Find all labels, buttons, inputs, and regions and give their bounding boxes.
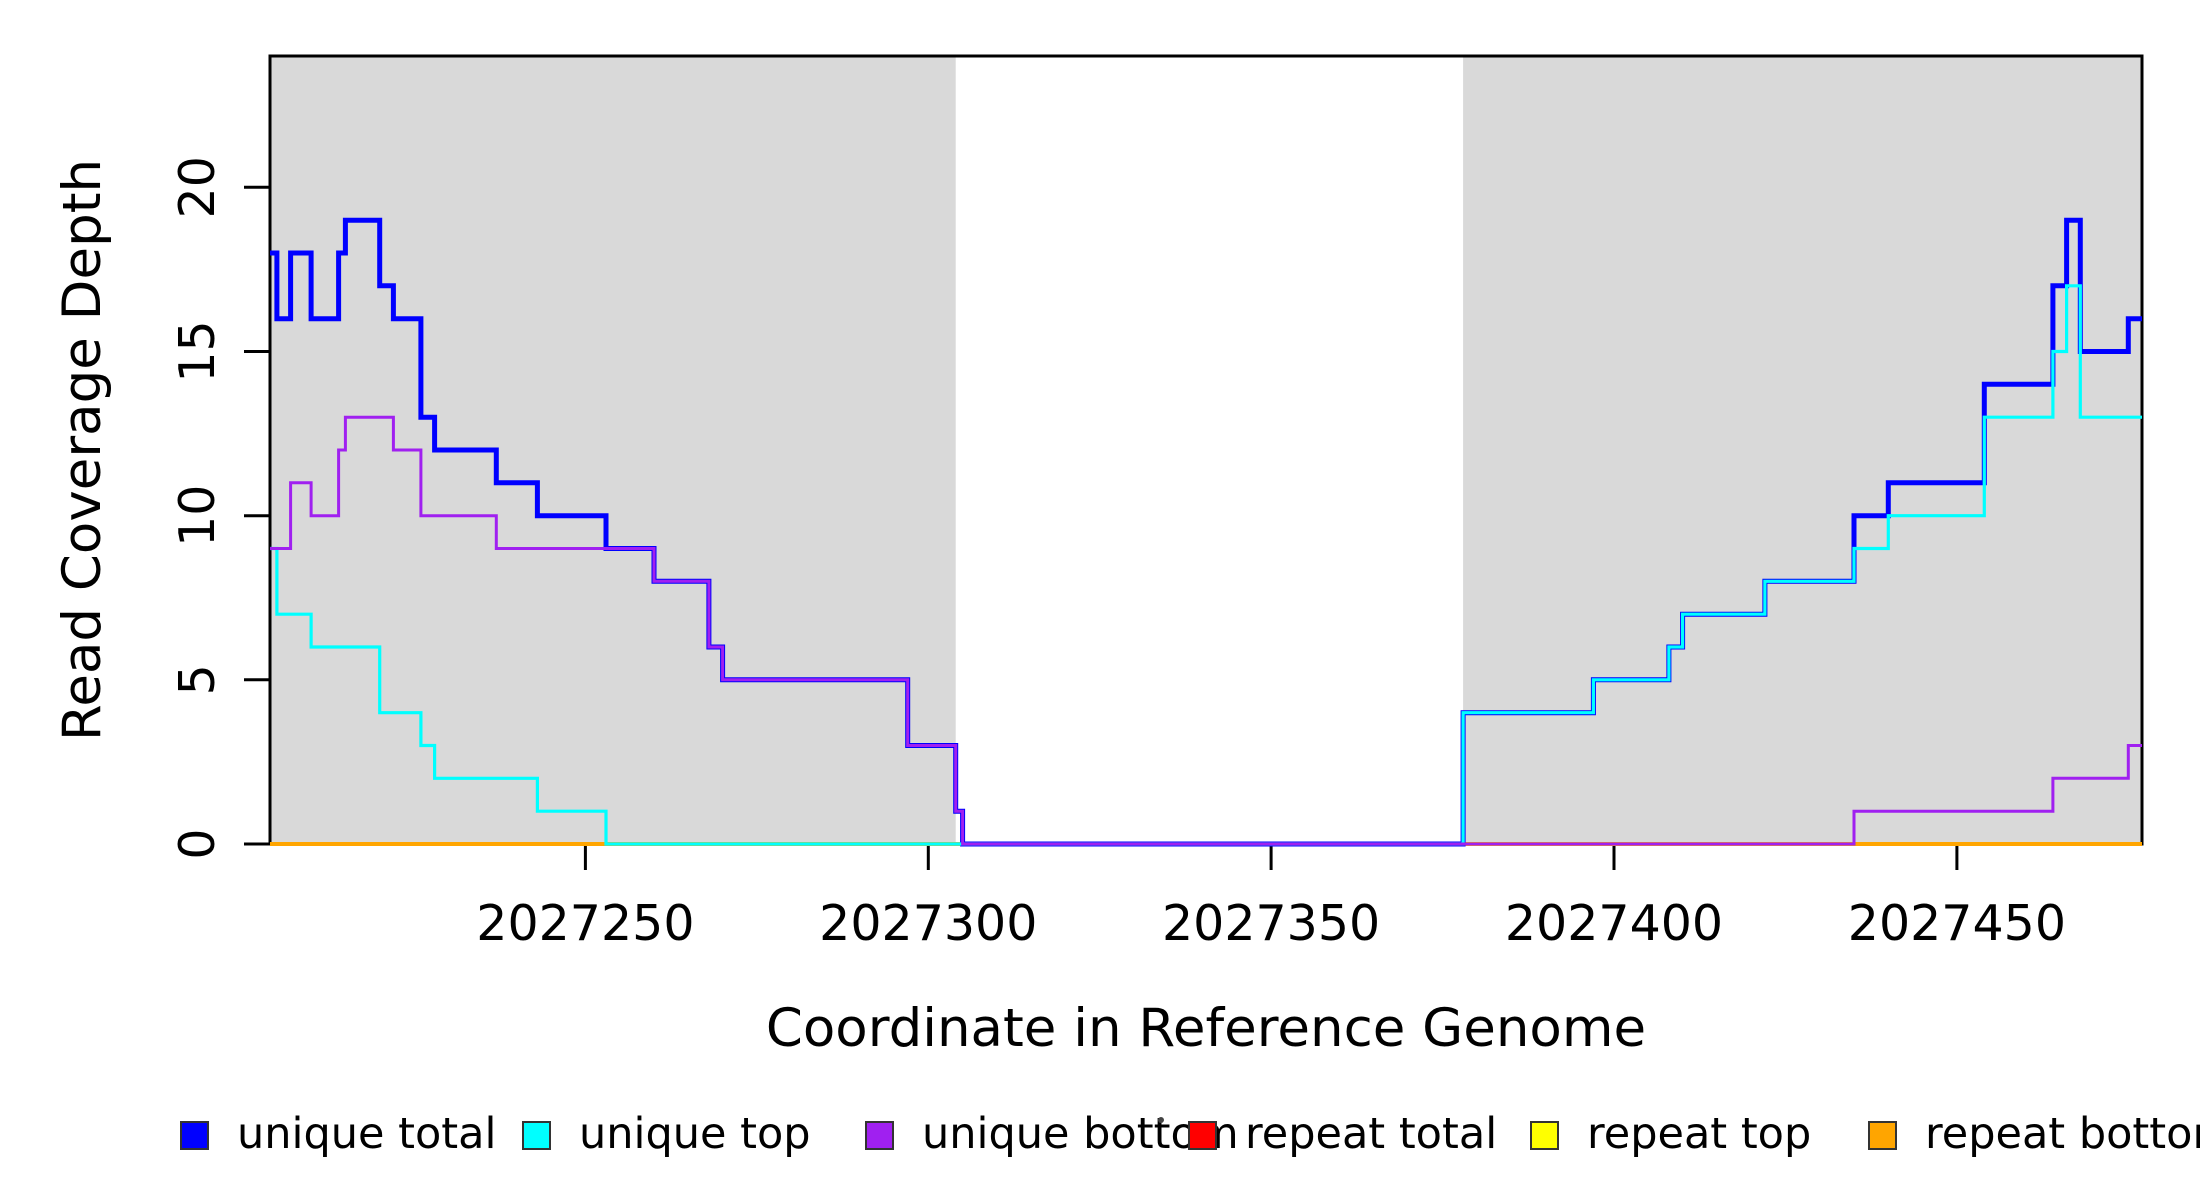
series-line-unique-top	[270, 284, 2142, 846]
legend-label-unique-top: unique top	[579, 1109, 811, 1159]
x-tick-label: 2027250	[476, 895, 694, 952]
legend-item-unique-bottom: unique bottom	[865, 1109, 1239, 1159]
shaded-regions-layer	[270, 56, 2142, 844]
y-tick-label: 5	[169, 664, 226, 695]
y-tick-label: 10	[169, 485, 226, 547]
shaded-region-left	[270, 56, 956, 844]
legend-item-repeat-total: repeat total	[1188, 1109, 1497, 1159]
legend-swatch-repeat-total	[1188, 1121, 1217, 1150]
y-tick-label: 15	[169, 320, 226, 382]
legend-swatch-repeat-top	[1530, 1121, 1559, 1150]
axes-layer: 2027250 2027300 2027350 2027400 2027450 0 5 10 1…	[169, 54, 2144, 952]
series-layer	[270, 217, 2142, 847]
legend-item-repeat-bottom: repeat bottom	[1868, 1109, 2200, 1159]
y-axis-title: Read Coverage Depth	[52, 159, 113, 741]
stray-mark-dot	[1158, 1117, 1164, 1123]
legend-label-repeat-top: repeat top	[1587, 1109, 1811, 1159]
y-tick-label: 0	[169, 828, 226, 859]
legend-swatch-unique-bottom	[865, 1121, 894, 1150]
series-line-unique-bottom	[270, 415, 2142, 846]
x-tick-label: 2027350	[1162, 895, 1380, 952]
legend-label-unique-bottom: unique bottom	[922, 1109, 1239, 1159]
x-tick-label: 2027450	[1848, 895, 2066, 952]
legend-item-unique-total: unique total	[180, 1109, 496, 1159]
legend-swatch-unique-total	[180, 1121, 209, 1150]
legend-label-unique-total: unique total	[237, 1109, 496, 1159]
y-tick-label: 20	[169, 156, 226, 218]
legend-swatch-repeat-bottom	[1868, 1121, 1897, 1150]
legend-swatch-unique-top	[522, 1121, 551, 1150]
legend-label-repeat-bottom: repeat bottom	[1925, 1109, 2200, 1159]
legend-item-unique-top: unique top	[522, 1109, 811, 1159]
x-axis-title: Coordinate in Reference Genome	[766, 998, 1646, 1059]
x-tick-label: 2027300	[819, 895, 1037, 952]
legend: unique total unique top unique bottom repea…	[180, 1109, 2200, 1159]
x-tick-label: 2027400	[1505, 895, 1723, 952]
legend-label-repeat-total: repeat total	[1245, 1109, 1497, 1159]
shaded-region-right	[1463, 56, 2142, 844]
legend-item-repeat-top: repeat top	[1530, 1109, 1811, 1159]
